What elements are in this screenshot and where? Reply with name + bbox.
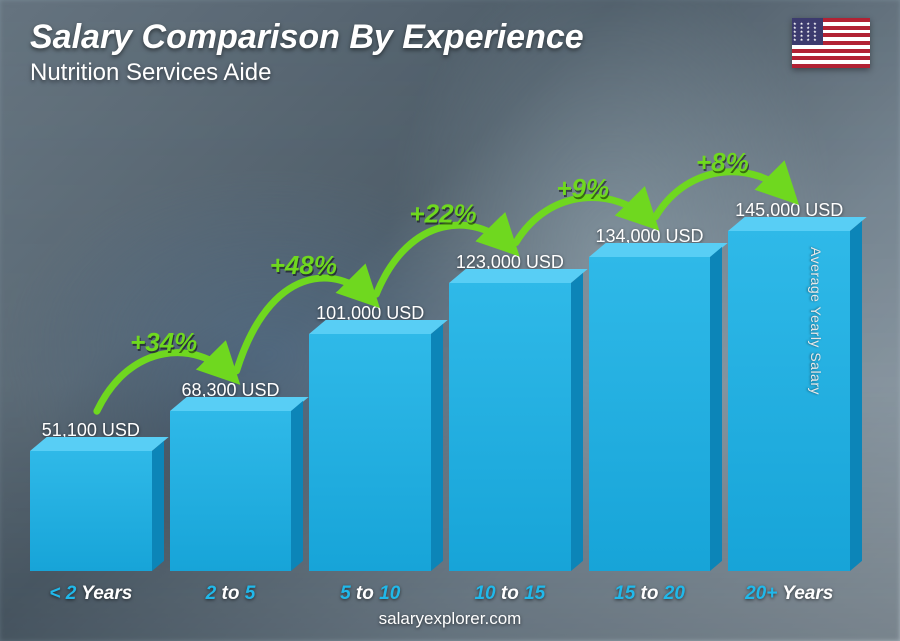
page-title: Salary Comparison By Experience — [30, 18, 584, 57]
page-subtitle: Nutrition Services Aide — [30, 59, 584, 87]
bar — [449, 283, 571, 571]
bar-top-face — [728, 217, 866, 231]
bar-slot: 51,100 USD< 2 Years — [30, 420, 152, 571]
bar-side-face — [152, 441, 164, 571]
bar-category-label: 5 to 10 — [340, 583, 400, 605]
bar-front-face — [449, 283, 571, 571]
bar — [728, 231, 850, 571]
bar-front-face — [170, 411, 292, 571]
bar — [309, 334, 431, 571]
us-flag-icon: ★ ★ ★ ★ ★ ★ ★ ★ ★ ★ ★ ★ ★ ★ ★ ★ ★ ★ ★ ★ — [792, 18, 870, 68]
bar-side-face — [571, 273, 583, 571]
bar-side-face — [710, 247, 722, 571]
bar — [589, 257, 711, 571]
bar-category-label: 10 to 15 — [474, 583, 545, 605]
bar-category-label: 2 to 5 — [206, 583, 256, 605]
bar-front-face — [30, 451, 152, 571]
bar — [170, 411, 292, 571]
bar — [30, 451, 152, 571]
bar-top-face — [170, 397, 308, 411]
bar-side-face — [850, 221, 862, 571]
bar-top-face — [309, 320, 447, 334]
bar-front-face — [309, 334, 431, 571]
bars-container: 51,100 USD< 2 Years68,300 USD2 to 5101,0… — [30, 120, 850, 571]
bar-top-face — [449, 269, 587, 283]
bar-slot: 134,000 USD15 to 20 — [589, 226, 711, 571]
bar-category-label: < 2 Years — [49, 583, 132, 605]
header: Salary Comparison By Experience Nutritio… — [30, 18, 870, 87]
footer-source: salaryexplorer.com — [0, 609, 900, 629]
flag-stripe — [792, 64, 870, 68]
bar-category-label: 15 to 20 — [614, 583, 685, 605]
bar-top-face — [30, 437, 168, 451]
bar-side-face — [291, 401, 303, 571]
bar-chart: 51,100 USD< 2 Years68,300 USD2 to 5101,0… — [30, 120, 850, 571]
bar-category-label: 20+ Years — [745, 583, 833, 605]
bar-side-face — [431, 324, 443, 571]
bar-slot: 68,300 USD2 to 5 — [170, 380, 292, 571]
title-block: Salary Comparison By Experience Nutritio… — [30, 18, 584, 87]
bar-slot: 145,000 USD20+ Years — [728, 200, 850, 571]
flag-canton: ★ ★ ★ ★ ★ ★ ★ ★ ★ ★ ★ ★ ★ ★ ★ ★ ★ ★ ★ ★ — [792, 18, 823, 45]
y-axis-label: Average Yearly Salary — [808, 247, 824, 395]
bar-top-face — [589, 243, 727, 257]
bar-front-face — [589, 257, 711, 571]
bar-slot: 101,000 USD5 to 10 — [309, 303, 431, 571]
bar-slot: 123,000 USD10 to 15 — [449, 252, 571, 571]
bar-front-face — [728, 231, 850, 571]
